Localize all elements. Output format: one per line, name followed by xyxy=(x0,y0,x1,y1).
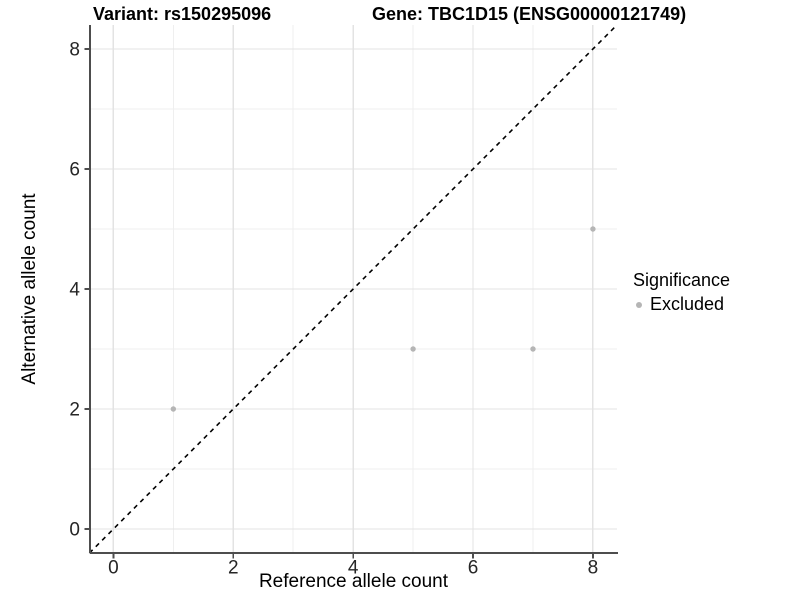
plot-title-variant: Variant: rs150295096 xyxy=(93,4,272,24)
x-axis-title: Reference allele count xyxy=(258,571,449,592)
y-tick-label: 6 xyxy=(69,160,80,181)
legend-title: Significance xyxy=(633,270,731,290)
identity-line xyxy=(88,24,618,554)
x-tick-label: 6 xyxy=(468,558,479,579)
data-point xyxy=(410,346,416,352)
x-tick-label: 2 xyxy=(228,558,239,579)
legend-item-label: Excluded xyxy=(650,294,725,314)
legend-item-excluded: Excluded xyxy=(633,294,730,315)
x-tick-label: 0 xyxy=(108,558,119,579)
y-tick-label: 0 xyxy=(69,520,80,541)
y-tick-label: 2 xyxy=(69,400,80,421)
data-point xyxy=(170,406,177,412)
y-tick-label: 4 xyxy=(69,280,80,301)
plot-title-gene: Gene: TBC1D15 (ENSG00000121749) xyxy=(372,4,687,24)
x-tick-label: 4 xyxy=(348,558,359,579)
y-axis-title: Alternative allele count xyxy=(19,193,40,385)
data-point xyxy=(590,226,596,232)
legend-point-icon xyxy=(636,301,642,308)
legend: Significance Excluded xyxy=(633,270,730,315)
y-tick-label: 8 xyxy=(69,40,80,61)
data-point xyxy=(530,346,536,352)
x-tick-label: 8 xyxy=(588,558,599,579)
